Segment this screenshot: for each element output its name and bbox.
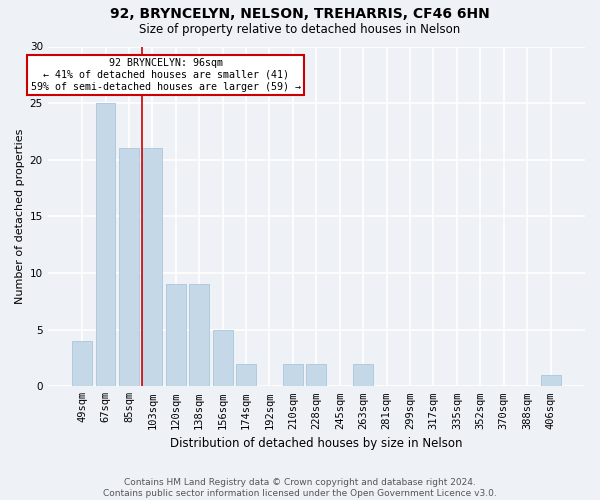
Bar — [236, 364, 256, 386]
Bar — [283, 364, 303, 386]
Bar — [212, 330, 233, 386]
Text: Size of property relative to detached houses in Nelson: Size of property relative to detached ho… — [139, 22, 461, 36]
Bar — [72, 341, 92, 386]
Y-axis label: Number of detached properties: Number of detached properties — [16, 128, 25, 304]
Text: Contains HM Land Registry data © Crown copyright and database right 2024.
Contai: Contains HM Land Registry data © Crown c… — [103, 478, 497, 498]
Bar — [541, 375, 560, 386]
Text: 92 BRYNCELYN: 96sqm
← 41% of detached houses are smaller (41)
59% of semi-detach: 92 BRYNCELYN: 96sqm ← 41% of detached ho… — [31, 58, 301, 92]
Bar — [142, 148, 163, 386]
Bar — [119, 148, 139, 386]
Text: 92, BRYNCELYN, NELSON, TREHARRIS, CF46 6HN: 92, BRYNCELYN, NELSON, TREHARRIS, CF46 6… — [110, 8, 490, 22]
Bar — [353, 364, 373, 386]
Bar — [95, 103, 115, 387]
Bar — [166, 284, 186, 386]
Bar — [307, 364, 326, 386]
Bar — [189, 284, 209, 386]
X-axis label: Distribution of detached houses by size in Nelson: Distribution of detached houses by size … — [170, 437, 463, 450]
